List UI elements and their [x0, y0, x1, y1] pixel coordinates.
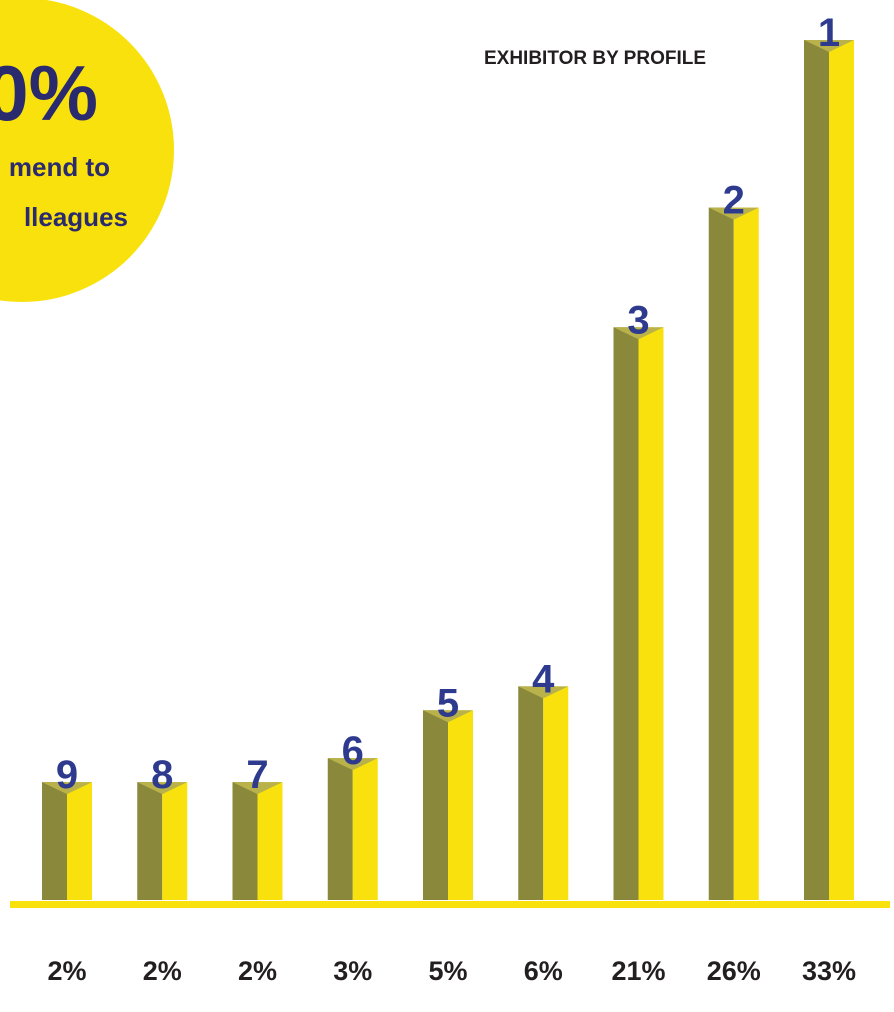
- bar-side: [708, 207, 734, 901]
- badge-value: 0%: [0, 49, 98, 137]
- rank-label: 2: [723, 179, 745, 223]
- bar-cap: [613, 327, 664, 340]
- value-label: 3%: [333, 956, 372, 986]
- bar-face: [543, 686, 569, 900]
- chart-title: EXHIBITOR BY PROFILE: [484, 48, 706, 69]
- badge-line: lleagues: [24, 202, 128, 232]
- value-label: 21%: [611, 956, 665, 986]
- rank-label: 1: [818, 11, 840, 55]
- bar-face: [67, 782, 92, 900]
- bar-side: [137, 782, 163, 900]
- bar-face: [257, 782, 283, 900]
- bar-side: [232, 782, 258, 900]
- rank-label: 4: [532, 657, 555, 701]
- bar-side: [42, 782, 67, 900]
- rank-label: 8: [151, 753, 173, 797]
- bar-face: [733, 207, 759, 901]
- bar-cap: [42, 782, 92, 795]
- bar-cap: [423, 710, 473, 723]
- value-label: 2%: [143, 956, 182, 986]
- bar-cap: [708, 207, 759, 220]
- badge-line: mend to: [9, 152, 110, 182]
- bar-cap: [804, 40, 854, 52]
- rank-label: 3: [627, 298, 649, 342]
- bar-cap: [327, 758, 378, 771]
- bar-side: [518, 686, 544, 900]
- bar-face: [352, 758, 378, 900]
- bar-side: [327, 758, 353, 900]
- bar-side: [423, 710, 448, 900]
- value-label: 26%: [707, 956, 761, 986]
- badge-circle: [0, 0, 174, 302]
- value-label: 33%: [802, 956, 856, 986]
- rank-label: 6: [342, 729, 364, 773]
- bar-face: [162, 782, 188, 900]
- value-label: 2%: [238, 956, 277, 986]
- bar-face: [448, 710, 473, 900]
- baseline: [10, 901, 890, 908]
- bar-cap: [232, 782, 283, 795]
- rank-label: 5: [437, 681, 459, 725]
- value-label: 5%: [428, 956, 467, 986]
- rank-label: 7: [246, 753, 268, 797]
- rank-label: 9: [56, 753, 78, 797]
- bar-side: [804, 40, 829, 900]
- bar-cap: [137, 782, 188, 795]
- value-label: 2%: [47, 956, 86, 986]
- bar-face: [829, 40, 854, 900]
- value-label: 6%: [524, 956, 563, 986]
- bar-face: [638, 327, 664, 901]
- bar-cap: [518, 686, 569, 699]
- bar-side: [613, 327, 639, 901]
